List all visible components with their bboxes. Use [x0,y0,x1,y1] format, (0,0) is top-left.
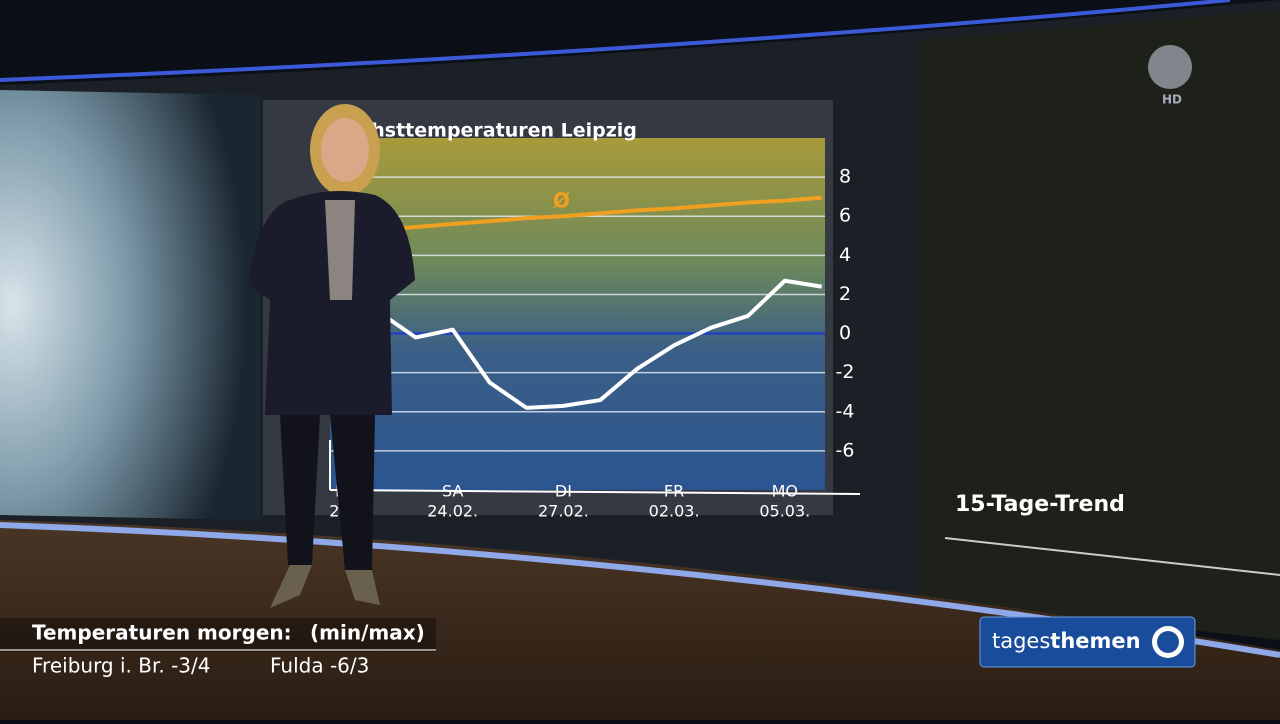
city-reading: Freiburg i. Br. -3/4 [32,654,211,678]
x-tick-label: 02.03. [649,502,700,521]
y-tick-label: -6 [836,439,855,461]
series-label: Ø [553,189,570,213]
channel-bug [1148,45,1192,89]
series-line [377,278,823,410]
x-weekday-label: FR [664,482,684,501]
show-logo [979,616,1196,668]
y-tick-label: -4 [836,400,855,422]
ard-one-icon [1157,631,1179,653]
city-reading: Fulda -6/3 [270,654,369,678]
side-label: 15-Tage-Trend [955,492,1125,517]
side-rule [944,537,1280,576]
y-tick-label: 8 [839,166,851,188]
chart: -6-4-20246821.M24.02.SA27.02.DI02.03.FR0… [329,166,854,521]
y-tick-label: 4 [839,244,851,266]
wall-edge [0,0,1231,82]
x-tick-label: 05.03. [759,502,810,521]
logo-bold: themen [1050,629,1140,653]
x-weekday-label: MO [772,482,798,501]
y-tick-label: 6 [839,205,851,227]
plot-area [330,138,825,490]
map-image [920,10,1280,640]
channel-hd: HD [1162,93,1182,107]
x-tick-label: 27.02. [538,502,589,521]
y-tick-label: 0 [839,322,851,344]
lower-third-unit: (min/max) [310,621,425,645]
x-weekday-label: DI [555,482,572,501]
series-line [378,195,822,232]
x-weekday-label: SA [442,482,463,501]
y-tick-label: -2 [836,361,855,383]
floor [0,520,1280,720]
x-axis [329,489,861,495]
lower-third-heading: Temperaturen morgen: [32,621,292,645]
globe-image [0,90,260,520]
logo-text: tagesthemen [992,629,1141,653]
logo-light: tages [992,629,1050,653]
y-tick-label: 2 [839,283,851,305]
lower-third-bg [0,618,436,652]
x-tick-label: 24.02. [427,502,478,521]
chart-title: chsttemperaturen Leipzig [360,120,637,142]
presenter [248,104,415,608]
